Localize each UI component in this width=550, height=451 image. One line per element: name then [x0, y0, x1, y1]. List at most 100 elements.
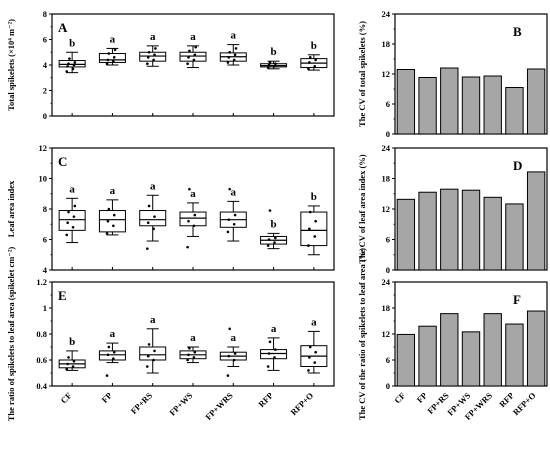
box-3: a: [179, 31, 207, 69]
x-tick-label: FP+RS: [129, 390, 155, 416]
data-point: [314, 219, 317, 223]
y-tick-label: 18: [382, 39, 391, 49]
iqr-box: [98, 210, 126, 233]
bar: [483, 75, 502, 135]
y-tick-label: 12: [382, 204, 391, 214]
data-point: [313, 361, 317, 364]
box-3: a: [179, 187, 207, 249]
x-tick-label: CF: [58, 390, 73, 405]
iqr-box: [260, 349, 288, 360]
panel-d: 0 6 12 18 24 D The CV of leaf area index (%): [357, 143, 548, 275]
data-point: [66, 221, 69, 225]
significance-letter: b: [311, 40, 317, 52]
data-point: [105, 374, 109, 377]
box-2: a: [139, 31, 167, 67]
data-point: [186, 245, 189, 249]
data-point: [268, 209, 272, 212]
box-1: a: [98, 328, 126, 377]
y-tick-label: 6: [386, 99, 390, 109]
data-point: [112, 224, 115, 228]
box-0: b: [58, 37, 86, 74]
bar: [461, 76, 481, 135]
data-point: [234, 47, 238, 50]
iqr-box: [300, 211, 328, 247]
box-2: a: [139, 314, 167, 374]
box-5: a: [260, 323, 288, 371]
data-point: [65, 70, 69, 73]
significance-letter: a: [150, 314, 156, 326]
y-tick-label: 1.2: [36, 277, 47, 287]
y-tick-label: 0.4: [36, 381, 47, 391]
box-4: a: [219, 327, 247, 377]
data-point: [106, 353, 110, 357]
data-point: [308, 56, 312, 59]
box-1: a: [98, 33, 126, 66]
data-point: [146, 247, 149, 250]
significance-letter: a: [311, 316, 317, 328]
data-point: [232, 358, 236, 362]
bar: [396, 69, 416, 135]
data-point: [66, 64, 69, 68]
y-tick-label: 18: [382, 303, 391, 313]
data-point: [233, 213, 237, 217]
significance-letter: a: [150, 180, 156, 192]
data-point: [107, 345, 111, 349]
iqr-box: [139, 51, 167, 62]
bar: [505, 203, 524, 271]
data-point: [105, 232, 109, 235]
data-point: [146, 62, 149, 66]
y-tick-label: 0: [386, 129, 390, 139]
data-point: [308, 356, 311, 359]
x-tick-label: FP: [99, 390, 113, 404]
bar: [440, 188, 459, 271]
data-point: [187, 56, 190, 59]
data-point: [153, 53, 156, 57]
data-point: [307, 67, 310, 71]
significance-letter: b: [271, 218, 277, 230]
y-axis-title: The ratio of spikelets to leaf area (spi…: [6, 247, 16, 422]
data-point: [112, 213, 116, 217]
y-tick-label: 6: [386, 355, 390, 365]
significance-letter: a: [231, 30, 237, 42]
data-point: [193, 53, 197, 57]
x-tick-label: FP+WRS: [203, 390, 235, 422]
iqr-box: [58, 210, 86, 231]
bar: [483, 313, 502, 387]
data-point: [307, 369, 310, 372]
data-point: [192, 356, 196, 359]
data-point: [106, 58, 110, 62]
panel-label: C: [58, 154, 67, 169]
data-point: [228, 327, 231, 331]
data-point: [147, 50, 151, 54]
data-point: [72, 360, 76, 363]
data-point: [105, 62, 109, 66]
iqr-box: [58, 60, 86, 68]
data-point: [193, 213, 197, 217]
data-point: [67, 62, 70, 66]
data-point: [187, 219, 190, 223]
data-point: [188, 187, 191, 191]
significance-letter: a: [271, 323, 277, 335]
significance-letter: a: [190, 31, 196, 43]
iqr-box: [179, 51, 207, 62]
data-point: [152, 58, 155, 62]
data-point: [112, 56, 116, 59]
data-point: [314, 350, 317, 354]
data-point: [67, 210, 70, 214]
x-tick-label: RFP: [256, 390, 275, 409]
significance-letter: a: [190, 188, 196, 200]
box-0: b: [58, 336, 86, 371]
box-5: b: [260, 46, 288, 70]
bar: [505, 87, 524, 135]
data-point: [266, 365, 270, 368]
data-point: [313, 235, 317, 238]
data-point: [313, 64, 317, 68]
significance-letter: a: [110, 185, 116, 197]
data-point: [232, 58, 236, 62]
data-point: [274, 348, 277, 351]
box-0: a: [58, 183, 86, 244]
y-tick-label: 10: [39, 174, 48, 184]
data-point: [147, 343, 151, 346]
